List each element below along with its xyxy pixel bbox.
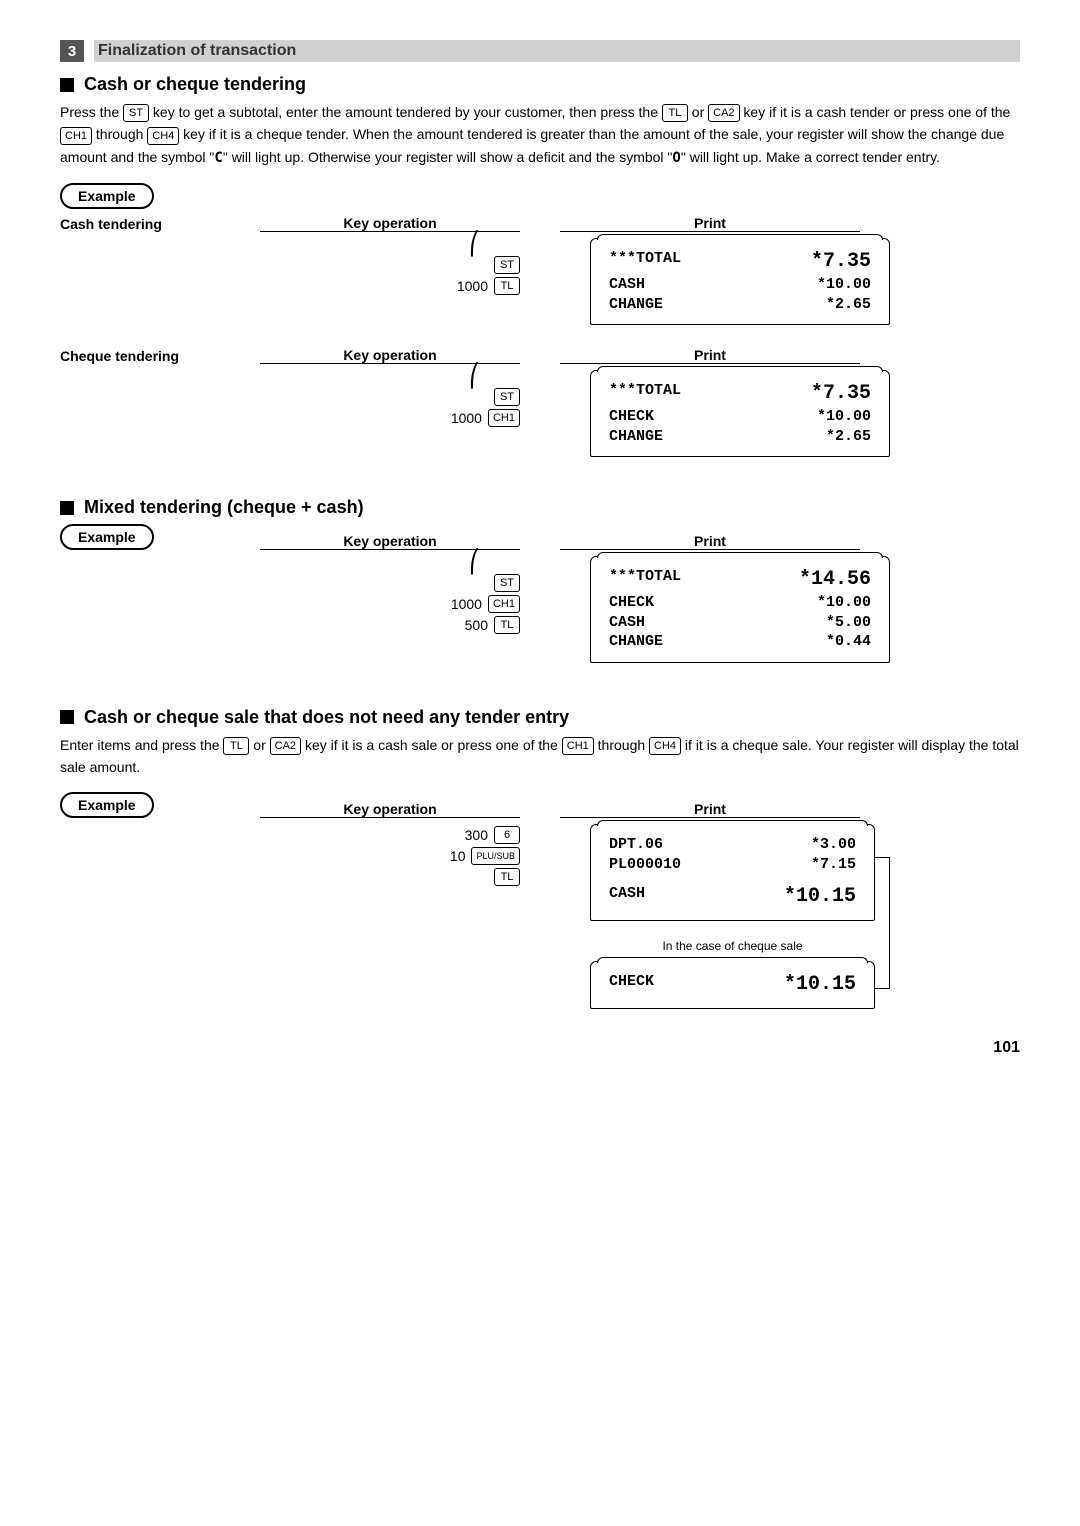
key-ca2: CA2	[270, 737, 301, 755]
paragraph-3: Enter items and press the TL or CA2 key …	[60, 734, 1020, 779]
section-header: 3 Finalization of transaction	[60, 40, 1020, 62]
cheque-sale-note: In the case of cheque sale	[590, 939, 875, 953]
continuation-icon: ⎛	[260, 368, 520, 384]
no-tender-key-operation: 3006 10PLU/SUB TL	[260, 818, 550, 1009]
key-ch1: CH1	[488, 595, 520, 613]
key-tl: TL	[662, 104, 688, 122]
key-ch1: CH1	[562, 737, 594, 755]
bullet-square-icon	[60, 501, 74, 515]
key-ch4: CH4	[649, 737, 681, 755]
example-label: Example	[60, 792, 154, 818]
bullet-square-icon	[60, 710, 74, 724]
print-header: Print	[560, 801, 860, 818]
lcd-o-symbol: O	[672, 150, 680, 166]
example-label: Example	[60, 524, 154, 550]
key-ch1: CH1	[488, 409, 520, 427]
key-st: ST	[494, 574, 520, 592]
continuation-icon: ⎛	[260, 236, 520, 252]
cheque-receipt: ***TOTAL*7.35 CHECK*10.00 CHANGE*2.65	[590, 370, 890, 457]
key-tl: TL	[494, 277, 520, 295]
print-header: Print	[560, 215, 860, 232]
paragraph-1: Press the ST key to get a subtotal, ente…	[60, 101, 1020, 169]
section-title: Finalization of transaction	[94, 40, 1020, 62]
continuation-icon: ⎛	[260, 554, 520, 570]
lcd-c-symbol: C	[214, 150, 222, 166]
key-ch4: CH4	[147, 127, 179, 145]
cheque-tendering-label: Cheque tendering	[60, 348, 260, 364]
subheading-cash-cheque-tendering: Cash or cheque tendering	[60, 74, 1020, 95]
no-tender-receipt-cheque: CHECK*10.15	[590, 961, 875, 1009]
cash-tendering-label: Cash tendering	[60, 216, 260, 232]
key-tl: TL	[494, 616, 520, 634]
print-header: Print	[560, 533, 860, 550]
bracket-connector-icon	[875, 857, 890, 989]
subheading-text: Cash or cheque sale that does not need a…	[84, 707, 569, 728]
key-tl: TL	[223, 737, 249, 755]
key-tl: TL	[494, 868, 520, 886]
mixed-key-operation: ⎛ ST 1000CH1 500TL	[260, 550, 550, 663]
key-operation-header: Key operation	[260, 533, 520, 550]
subheading-mixed-tendering: Mixed tendering (cheque + cash)	[60, 497, 1020, 518]
key-ch1: CH1	[60, 127, 92, 145]
no-tender-receipt-cash: DPT.06*3.00 PL000010*7.15 CASH*10.15	[590, 824, 875, 921]
key-operation-header: Key operation	[260, 347, 520, 364]
subheading-text: Mixed tendering (cheque + cash)	[84, 497, 364, 518]
key-plu-sub: PLU/SUB	[471, 847, 520, 865]
subheading-no-tender-entry: Cash or cheque sale that does not need a…	[60, 707, 1020, 728]
key-st: ST	[494, 388, 520, 406]
key-ca2: CA2	[708, 104, 739, 122]
key-operation-header: Key operation	[260, 801, 520, 818]
page-number: 101	[60, 1039, 1020, 1057]
print-header: Print	[560, 347, 860, 364]
cash-key-operation: ⎛ ST 1000TL	[260, 232, 550, 325]
bullet-square-icon	[60, 78, 74, 92]
section-number: 3	[60, 40, 84, 62]
cash-receipt: ***TOTAL*7.35 CASH*10.00 CHANGE*2.65	[590, 238, 890, 325]
mixed-receipt: ***TOTAL*14.56 CHECK*10.00 CASH*5.00 CHA…	[590, 556, 890, 663]
key-operation-header: Key operation	[260, 215, 520, 232]
subheading-text: Cash or cheque tendering	[84, 74, 306, 95]
key-st: ST	[494, 256, 520, 274]
key-6: 6	[494, 826, 520, 844]
cheque-key-operation: ⎛ ST 1000CH1	[260, 364, 550, 457]
key-st: ST	[123, 104, 149, 122]
example-label: Example	[60, 183, 154, 209]
